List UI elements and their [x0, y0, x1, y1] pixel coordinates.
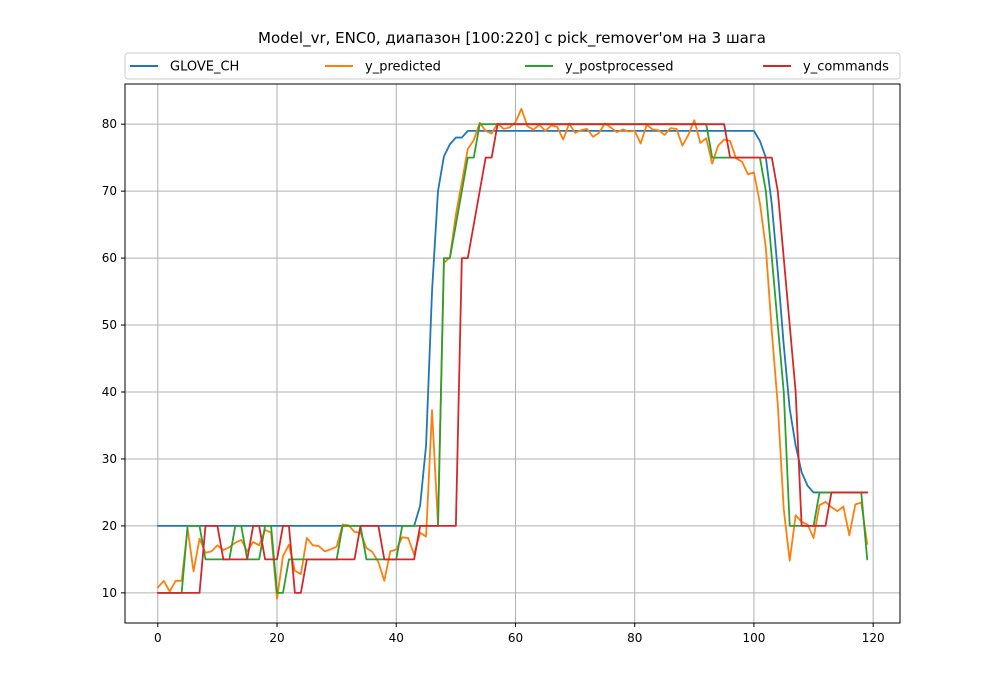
legend: GLOVE_CH y_predicted y_postprocessed y_comm… — [124, 52, 901, 80]
legend-label-y-commands: y_commands — [803, 60, 889, 75]
legend-label-y-postprocessed: y_postprocessed — [565, 60, 673, 75]
y-tick-label: 10 — [102, 586, 117, 600]
series-line-y-commands — [156, 123, 869, 594]
legend-frame — [124, 52, 901, 80]
chart-title: Model_vr, ENC0, диапазон [100:220] с pic… — [258, 29, 766, 48]
x-tick-label: 60 — [508, 631, 523, 645]
plot-area-frame — [124, 83, 901, 624]
legend-label-y-predicted: y_predicted — [365, 60, 441, 75]
y-tick-label: 40 — [102, 385, 117, 399]
y-tick-label: 50 — [102, 318, 117, 332]
x-tick-label: 120 — [862, 631, 885, 645]
x-tick-label: 80 — [627, 631, 642, 645]
y-tick-label: 70 — [102, 184, 117, 198]
legend-label-glove-ch: GLOVE_CH — [170, 60, 239, 75]
x-tick-label: 0 — [154, 631, 162, 645]
x-tick-label: 100 — [742, 631, 765, 645]
series-layer — [156, 107, 869, 600]
y-tick-label: 20 — [102, 519, 117, 533]
axis-ticks: 0 20 40 60 80 100 120 10 20 30 40 50 60 70 80 — [102, 117, 885, 645]
y-tick-label: 60 — [102, 251, 117, 265]
x-tick-label: 40 — [389, 631, 404, 645]
x-tick-label: 20 — [269, 631, 284, 645]
y-tick-label: 80 — [102, 117, 117, 131]
y-tick-label: 30 — [102, 452, 117, 466]
